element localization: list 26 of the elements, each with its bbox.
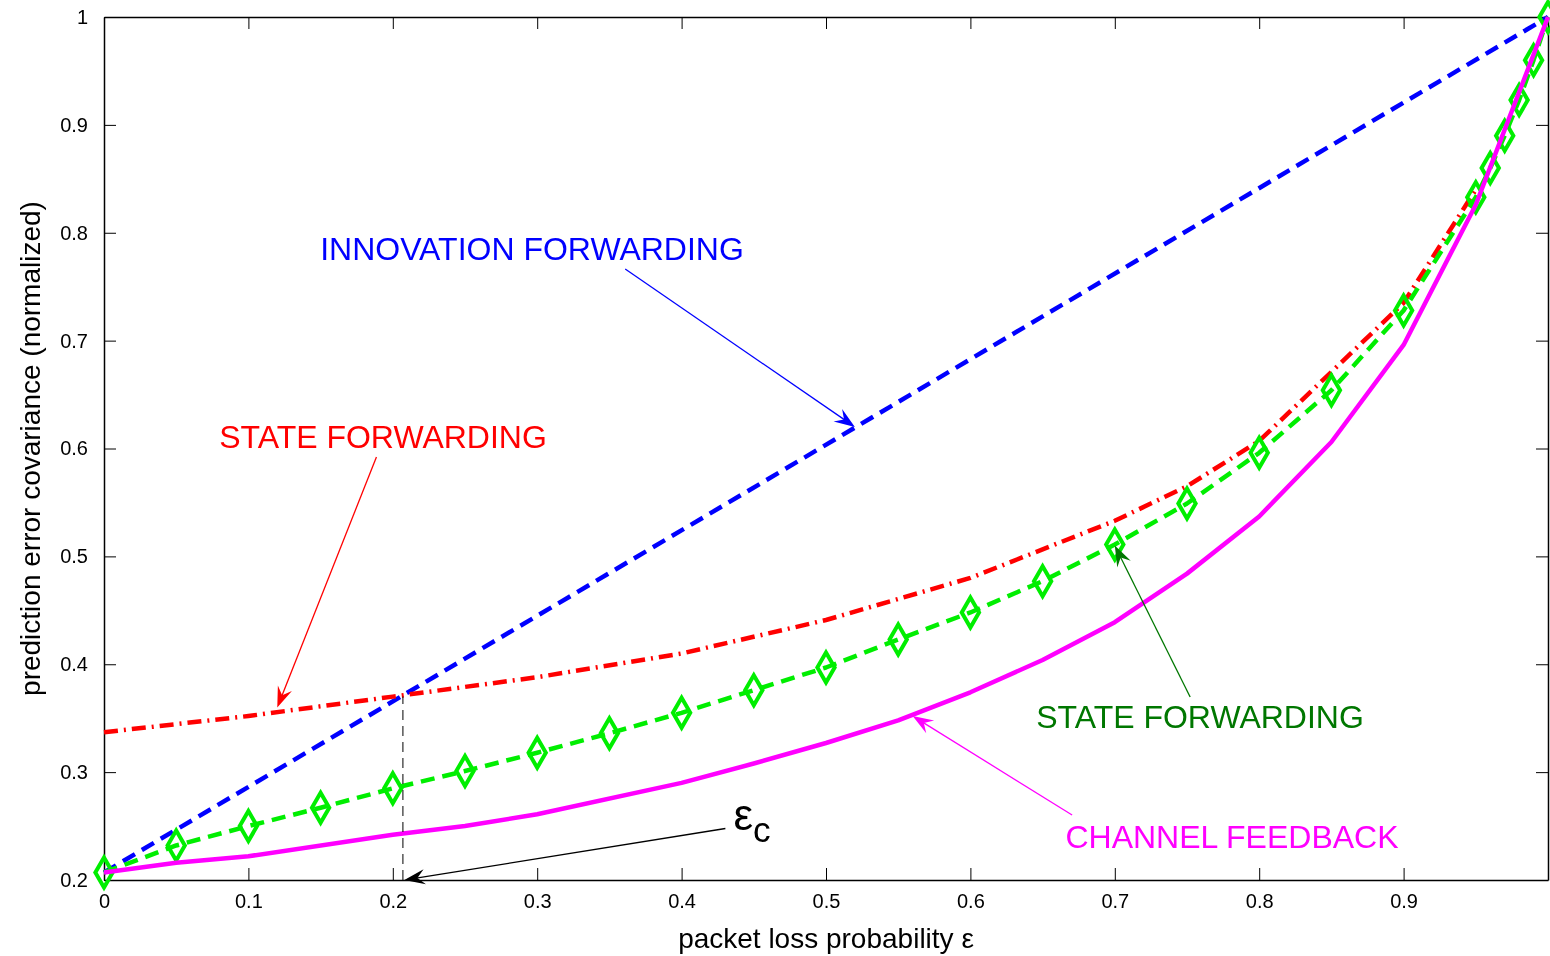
x-tick-label: 0.1 (234, 890, 263, 913)
y-tick-label: 1 (76, 5, 88, 28)
y-tick-label: 0.7 (60, 329, 88, 352)
annotation: CHANNEL FEEDBACK (1065, 819, 1399, 855)
x-tick-label: 0.7 (1101, 890, 1130, 913)
x-tick-label: 0.8 (1245, 890, 1274, 913)
x-tick-label: 0.6 (956, 890, 985, 913)
x-tick-label: 0.3 (523, 890, 552, 913)
x-axis-title: packet loss probability ε (678, 923, 974, 954)
y-tick-label: 0.4 (60, 653, 88, 676)
y-tick-label: 0.2 (60, 868, 88, 891)
y-tick-label: 0.9 (60, 113, 88, 136)
annotation: ε$_{c}$ (733, 790, 771, 850)
x-tick-label: 0.2 (379, 890, 408, 913)
x-tick-label: 0.9 (1390, 890, 1419, 913)
x-tick-label: 0 (98, 890, 111, 913)
annotation: INNOVATION FORWARDING (320, 231, 744, 267)
annotation: STATE FORWARDING (219, 419, 547, 455)
y-tick-label: 0.8 (60, 221, 88, 244)
x-tick-label: 0.4 (668, 890, 697, 913)
annotation: STATE FORWARDING (1036, 699, 1364, 735)
y-tick-label: 0.5 (60, 545, 88, 568)
x-tick-label: 0.5 (812, 890, 841, 913)
y-tick-label: 0.3 (60, 761, 88, 784)
y-axis-title: prediction error covariance (normalized) (15, 201, 46, 696)
y-tick-label: 0.6 (60, 437, 88, 460)
